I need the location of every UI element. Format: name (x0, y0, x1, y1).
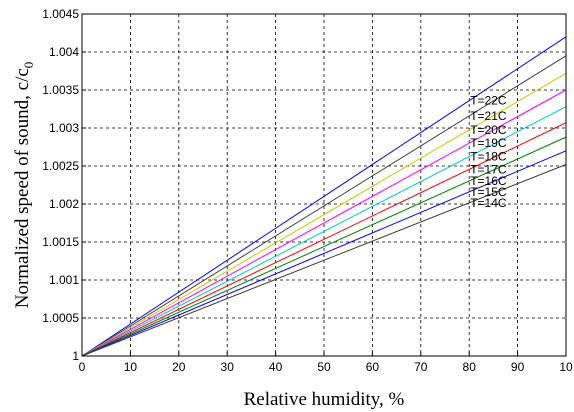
x-tick-label: 0 (79, 360, 86, 374)
y-axis-title-subscript: 0 (21, 62, 36, 69)
series-label: T=19C (470, 136, 507, 150)
series-label: T=20C (470, 123, 507, 137)
series-labels: T=22CT=21CT=20CT=19CT=18CT=17CT=16CT=15C… (470, 94, 507, 210)
y-tick-label: 1 (72, 349, 79, 363)
series-label: T=14C (470, 196, 507, 210)
x-tick-label: 50 (317, 360, 331, 374)
y-tick-label: 1.003 (49, 121, 79, 135)
series-label: T=22C (470, 94, 507, 108)
y-tick-label: 1.0025 (42, 159, 79, 173)
y-tick-labels: 1 1.0005 1.001 1.0015 1.002 1.0025 1.003 1.0035… (42, 7, 79, 363)
y-axis-title: Normalized speed of sound, c/c0 (12, 62, 36, 309)
x-tick-label: 10 (124, 360, 138, 374)
y-axis-title-main: Normalized speed of sound, c/c (12, 68, 33, 308)
x-tick-label: 70 (414, 360, 428, 374)
x-tick-labels: 0 10 20 30 40 50 60 70 80 90 10 (79, 360, 573, 374)
y-tick-label: 1.0005 (42, 311, 79, 325)
y-tick-label: 1.0035 (42, 83, 79, 97)
x-axis-title: Relative humidity, % (244, 389, 405, 410)
y-tick-label: 1.004 (49, 45, 79, 59)
x-tick-label: 60 (366, 360, 380, 374)
x-tick-label: 20 (172, 360, 186, 374)
y-tick-label: 1.0045 (42, 7, 79, 21)
y-tick-label: 1.001 (49, 273, 79, 287)
x-tick-label: 30 (221, 360, 235, 374)
y-tick-label: 1.0015 (42, 235, 79, 249)
y-tick-label: 1.002 (49, 197, 79, 211)
x-tick-label: 40 (269, 360, 283, 374)
x-tick-label: 90 (511, 360, 525, 374)
x-tick-label: 80 (463, 360, 477, 374)
series-label: T=21C (470, 109, 507, 123)
x-tick-label: 10 (559, 360, 573, 374)
